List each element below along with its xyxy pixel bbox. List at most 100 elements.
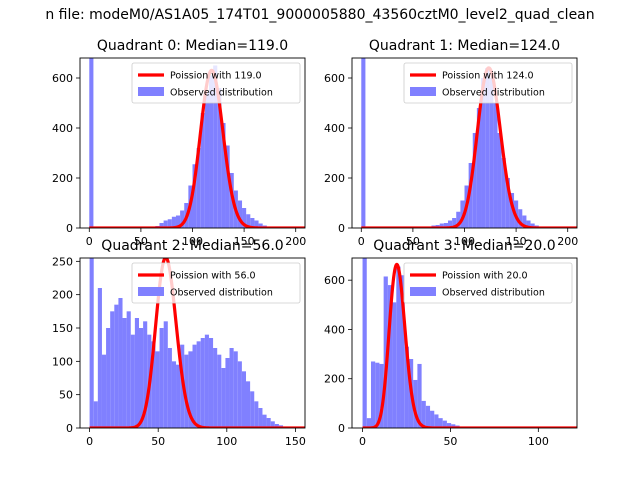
x-tick-label: 50 [443,435,457,448]
histogram-bar [501,158,506,228]
legend: Poission with 20.0 Observed distribution [403,262,573,304]
histogram-bar [258,408,263,428]
histogram-bar [225,358,230,428]
plot-area-0 [88,58,305,228]
histogram-bar [225,145,230,228]
histogram-bar [472,133,477,228]
panel-1: 0 50 100 150 200 0 200 400 600 Quadrant 1: Median… [324,38,578,248]
x-tick-label: 100 [182,235,203,248]
histogram-bar [242,208,247,228]
legend-label-poisson: Poission with 124.0 [442,71,534,82]
histogram-bar [196,341,201,428]
panel-3: 0 50 100 0 200 400 600 Quadrant 3: Median=20.0 P… [324,238,578,448]
histogram-bar [442,420,447,428]
histogram-bar [370,361,376,428]
histogram-bar [530,223,535,228]
histogram-bar [447,220,453,228]
histogram-bar [446,423,452,428]
histogram-bar [254,220,259,228]
histogram-bar [250,218,255,228]
y-tick-label: 200 [324,172,345,185]
histogram-bar [204,334,209,428]
histogram-bar [421,400,426,428]
histogram-bar [379,363,384,428]
legend-box [131,262,301,304]
histogram-bar [274,424,279,428]
histogram-bar [151,341,156,428]
histogram-bar [493,103,498,228]
histogram-bar [497,133,502,228]
histogram-bar [97,288,102,428]
x-tick-label: 50 [151,435,165,448]
histogram-bar [518,209,523,228]
histogram-bar [375,362,380,428]
histogram-bar [266,418,271,428]
histogram-bar [505,178,510,228]
legend-box [131,62,301,104]
y-tick-label: 0 [66,422,73,435]
legend-label-observed: Observed distribution [170,288,273,299]
histogram-bar [118,298,123,428]
histogram-bar [200,113,205,228]
y-tick-label: 150 [52,322,73,335]
histogram-bar [485,68,490,228]
histogram-bar [241,371,247,428]
panel-2: 0 50 100 150 0 50 100 150 200 250 Quadrant 2: Medi… [52,238,306,448]
x-tick-label: 150 [234,235,255,248]
histogram-bar [143,321,148,428]
histogram-bar [89,58,94,228]
histogram-bar [439,223,444,228]
x-tick-label: 0 [86,435,93,448]
x-tick-label: 50 [406,235,420,248]
histogram-bar [237,361,242,428]
legend-box [403,262,573,304]
histogram-bar [208,338,214,428]
panel-0: 0 50 100 150 200 0 200 400 600 Quadrant 0: Median… [52,38,306,248]
legend-label-poisson: Poission with 119.0 [170,71,262,82]
x-tick-label: 100 [528,435,549,448]
y-tick-label: 0 [66,222,73,235]
y-tick-label: 400 [52,122,73,135]
histogram-bar [110,311,115,428]
histogram-bar [400,275,405,428]
histogram-bar [209,75,214,228]
histogram-bar [213,65,218,228]
x-tick-label: 150 [285,435,306,448]
histogram-bar [213,348,218,428]
histogram-bar [167,348,172,428]
histogram-bar [489,78,494,228]
histogram-bar [456,211,461,228]
histogram-bar [163,220,168,228]
histogram-bar [460,200,465,228]
histogram-bar [217,354,222,428]
histogram-bar [221,123,226,228]
y-tick-label: 400 [324,323,345,336]
histogram-bar [171,216,176,228]
histogram-bar [176,364,181,428]
histogram-bar [155,351,160,428]
histogram-bar [188,351,193,428]
histogram-bar [361,58,366,228]
histogram-bar [526,220,531,228]
histogram-bar [270,421,275,428]
histogram-bar [476,108,482,228]
histogram-bar [233,351,238,428]
histogram-bar [101,354,107,428]
histogram-bar [134,318,139,428]
histogram-bar [443,223,448,228]
histogram-bar [184,354,189,428]
histogram-bar [413,379,418,428]
axes-frame [79,257,306,429]
histogram-bar [258,223,263,228]
x-tick-label: 0 [358,235,365,248]
histogram-bar [246,381,251,428]
histogram-bar [192,344,197,428]
axes-frame [351,257,578,429]
y-tick-label: 200 [324,373,345,386]
histogram-bar [217,88,222,228]
figure-suptitle: n file: modeM0/AS1A05_174T01_9000005880_… [45,7,594,23]
legend: Poission with 119.0 Observed distribution [131,62,301,104]
histogram-bar [392,302,397,428]
x-tick-label: 50 [134,235,148,248]
y-tick-label: 0 [338,222,345,235]
